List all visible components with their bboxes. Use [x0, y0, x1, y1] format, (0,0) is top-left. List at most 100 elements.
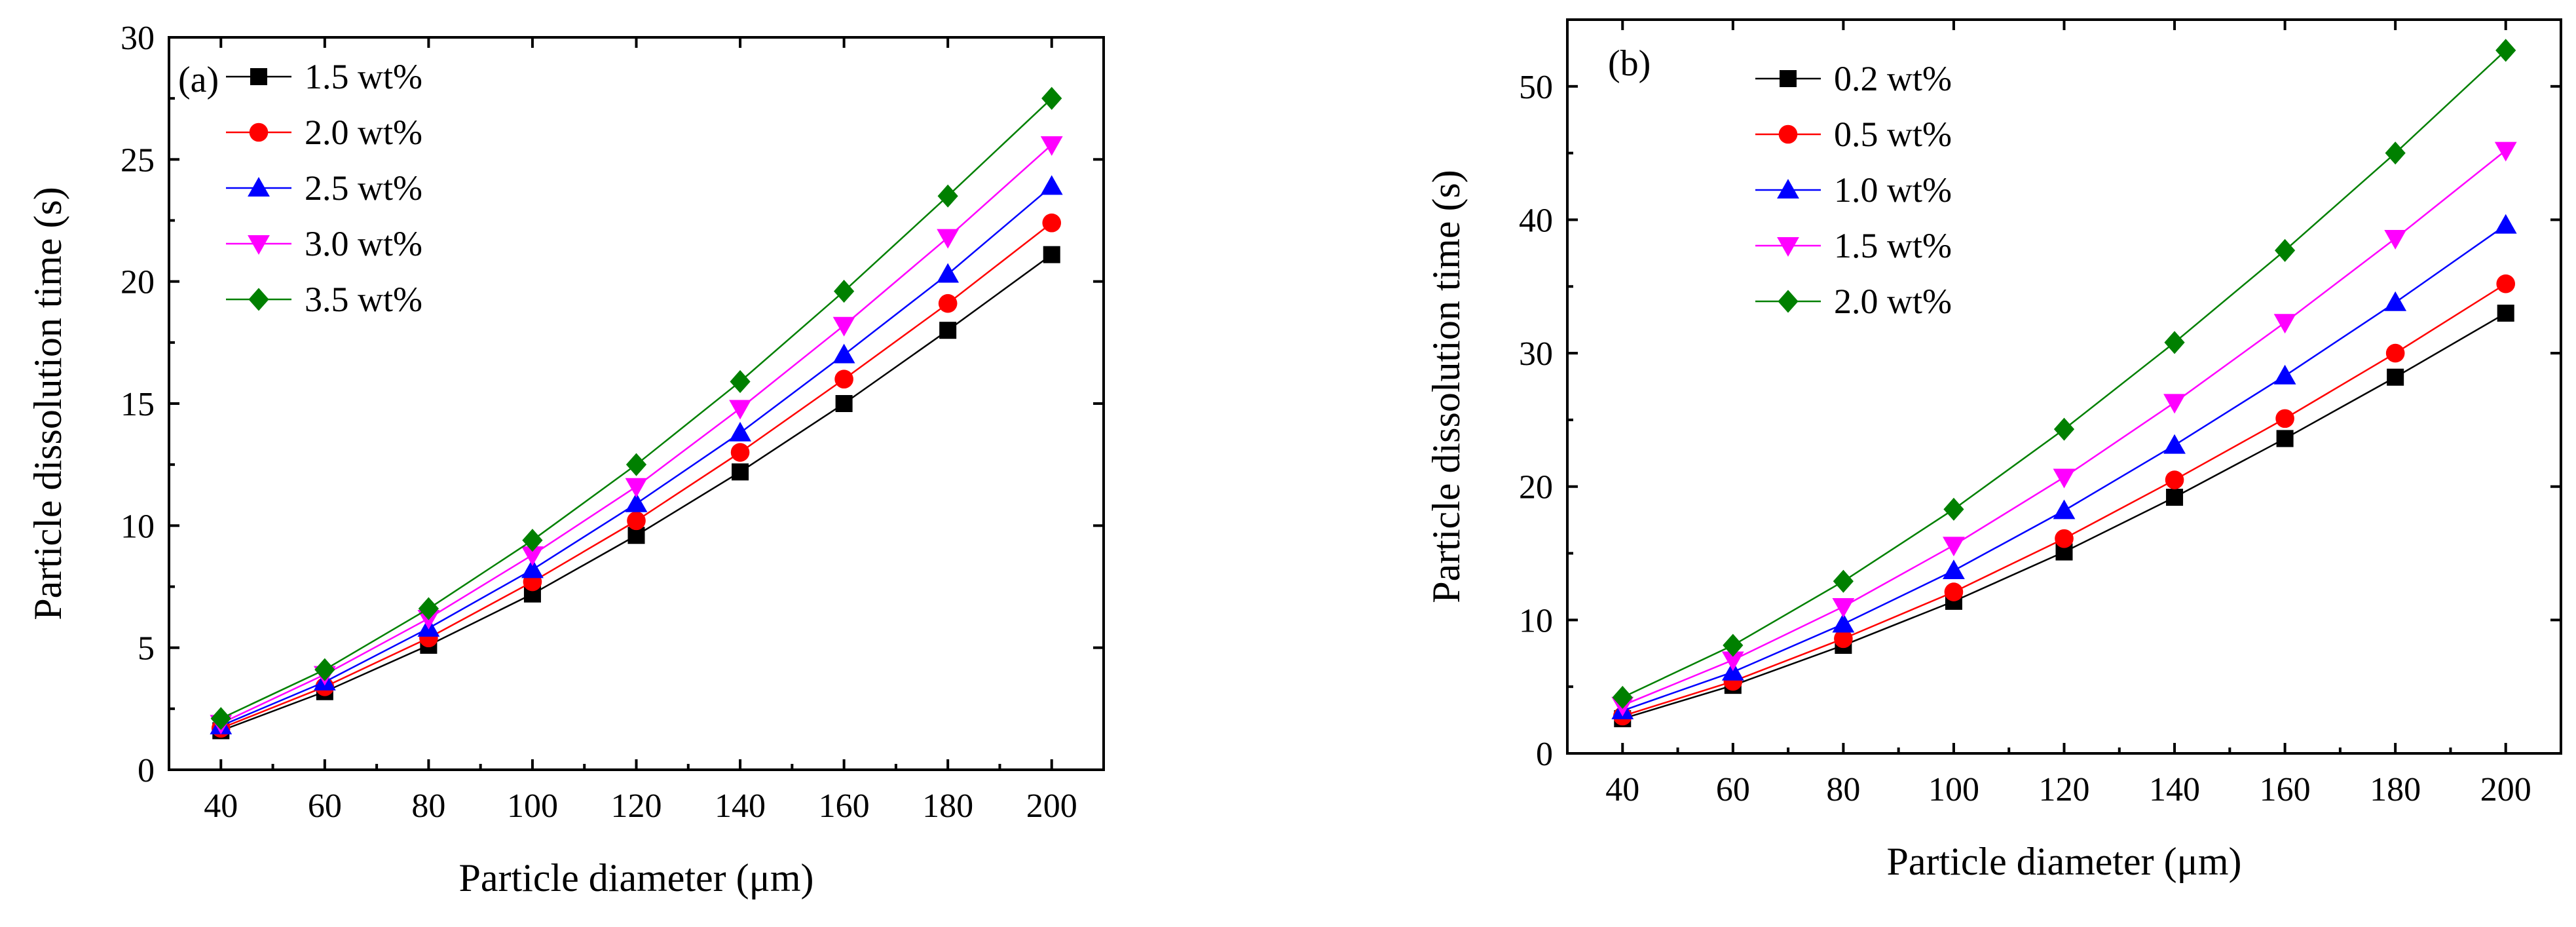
data-point — [2053, 417, 2075, 441]
data-point — [1040, 136, 1063, 156]
legend-marker — [1780, 70, 1797, 87]
y-tick-label: 40 — [1519, 202, 1553, 239]
x-tick-label: 160 — [819, 787, 870, 825]
data-point — [625, 453, 647, 476]
data-point — [938, 293, 958, 313]
x-tick-label: 60 — [308, 787, 342, 825]
legend-marker — [1778, 290, 1799, 313]
y-tick-label: 20 — [1519, 469, 1553, 506]
data-point — [835, 395, 853, 412]
data-point — [832, 316, 855, 337]
data-point — [1041, 86, 1062, 110]
panel-b: 40 60 80 100 120 140 160 180 200 0 10 20 30 40 50 Parti… — [1425, 18, 2562, 883]
data-point — [729, 421, 751, 442]
data-point — [730, 443, 750, 462]
data-point — [2163, 434, 2186, 454]
x-tick-label: 80 — [411, 787, 445, 825]
data-point — [625, 478, 648, 498]
data-point — [2164, 331, 2185, 354]
data-point — [1721, 651, 1744, 672]
x-tick-label: 140 — [715, 787, 766, 825]
data-point — [2055, 529, 2074, 548]
x-tick-label: 40 — [1605, 771, 1639, 808]
data-point — [2384, 291, 2407, 311]
legend-marker — [248, 235, 270, 255]
data-point — [2385, 142, 2406, 165]
data-point — [730, 369, 751, 394]
data-point — [939, 322, 957, 339]
data-point — [2275, 238, 2296, 262]
data-point — [2387, 368, 2404, 386]
data-point — [2166, 489, 2184, 506]
x-tick-label: 60 — [1716, 771, 1750, 808]
data-point — [2385, 343, 2405, 363]
data-point — [418, 597, 439, 620]
y-tick-label: 30 — [1519, 335, 1553, 373]
data-point — [729, 400, 751, 420]
data-point — [732, 463, 749, 481]
legend-marker — [248, 288, 269, 311]
data-point — [1943, 537, 1965, 557]
legend-marker — [250, 68, 267, 85]
y-tick-label: 0 — [138, 752, 155, 789]
x-tick-label: 80 — [1826, 771, 1860, 808]
data-point — [2053, 468, 2076, 489]
y-tick-label: 0 — [1536, 736, 1553, 773]
data-point — [937, 184, 958, 208]
data-point — [2497, 305, 2514, 322]
data-point — [1834, 629, 1853, 649]
x-tick-label: 180 — [2370, 771, 2421, 808]
data-point — [2384, 229, 2407, 250]
data-point — [521, 558, 544, 578]
data-point — [832, 343, 855, 364]
data-point — [1042, 213, 1062, 233]
legend-label: 2.5 wt% — [305, 168, 422, 208]
data-point — [2163, 394, 2186, 414]
data-point — [2494, 142, 2517, 162]
data-point — [834, 280, 855, 303]
data-point — [1723, 634, 1744, 657]
legend-label: 1.5 wt% — [305, 57, 422, 96]
legend-label: 0.5 wt% — [1834, 115, 1952, 154]
legend-marker — [248, 177, 270, 197]
x-tick-label: 40 — [204, 787, 238, 825]
data-point — [1943, 559, 1965, 580]
legend-label: 3.0 wt% — [305, 224, 422, 263]
data-point — [937, 263, 960, 283]
data-point — [2273, 314, 2296, 334]
y-tick-label: 15 — [121, 386, 155, 423]
legend-label: 1.0 wt% — [1834, 170, 1952, 210]
data-point — [210, 707, 231, 730]
x-axis-label: Particle diameter (μm) — [1887, 840, 2242, 883]
legend-label: 2.0 wt% — [1834, 282, 1952, 321]
data-point — [2495, 39, 2516, 62]
data-point — [627, 511, 646, 531]
y-tick-label: 25 — [121, 142, 155, 179]
data-point — [522, 529, 543, 552]
plot-frame — [1566, 18, 2562, 755]
x-tick-label: 120 — [611, 787, 662, 825]
data-point — [2053, 499, 2076, 520]
x-tick-label: 100 — [507, 787, 558, 825]
data-point — [625, 492, 648, 512]
data-point — [2273, 364, 2296, 385]
legend-label: 0.2 wt% — [1834, 59, 1952, 98]
data-point — [1040, 175, 1063, 195]
data-point — [2275, 409, 2294, 428]
panel-a: 40 60 80 100 120 140 160 180 200 0 5 10 15 20 25 30 Part… — [26, 20, 1105, 899]
data-point — [1612, 685, 1633, 709]
x-tick-label: 100 — [1928, 771, 1979, 808]
y-tick-label: 50 — [1519, 69, 1553, 106]
data-point — [1943, 497, 1964, 521]
data-point — [2165, 470, 2184, 489]
panel-label: (a) — [178, 60, 219, 100]
data-point — [2494, 214, 2517, 234]
y-tick-label: 10 — [1519, 602, 1553, 639]
y-tick-label: 5 — [138, 630, 155, 668]
data-point — [314, 658, 335, 681]
y-tick-label: 20 — [121, 264, 155, 301]
data-point — [834, 369, 853, 389]
data-point — [2496, 274, 2516, 293]
x-tick-label: 140 — [2149, 771, 2200, 808]
data-point — [1043, 246, 1060, 263]
